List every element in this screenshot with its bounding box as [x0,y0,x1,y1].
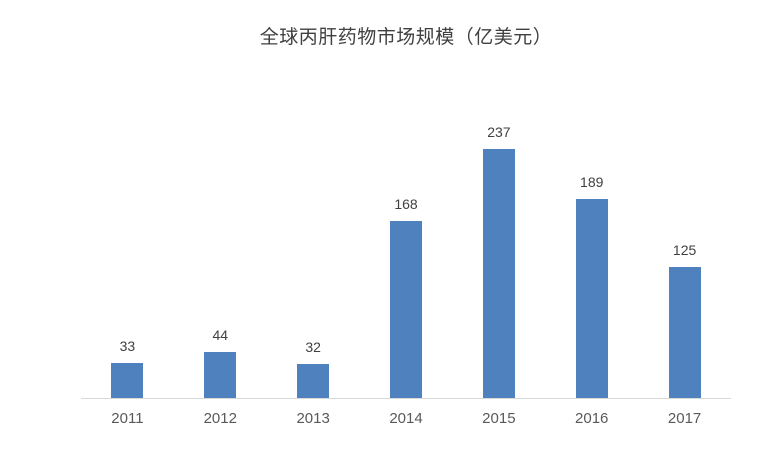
bar-column: 32 [267,340,360,398]
bar-value-label: 44 [212,327,229,343]
bar-value-label: 33 [119,338,136,354]
bar [668,267,701,398]
bar-value-label: 168 [394,196,418,212]
bar [111,363,144,398]
bar-column: 237 [452,125,545,398]
x-axis-tick-label: 2014 [389,410,423,427]
x-axis-tick-label: 2011 [111,410,144,427]
bar-column: 125 [638,243,731,398]
bar-column: 44 [174,328,267,398]
bars-group: 33 44 32 168 237 189 125 [81,58,731,398]
bar-column: 189 [545,175,638,398]
x-axis-tick-label: 2016 [575,410,609,427]
bar-value-label: 32 [305,339,321,355]
x-axis-tick-label: 2017 [667,410,702,427]
bar-value-label: 237 [487,124,511,140]
bar [390,221,422,398]
bar-column: 168 [360,197,453,398]
bar-value-label: 189 [580,174,604,190]
x-axis-tick-label: 2013 [296,410,330,427]
chart-title: 全球丙肝药物市场规模（亿美元） [259,27,553,48]
x-axis-tick-label: 2015 [482,410,516,427]
bar [204,352,237,398]
x-axis-tick-label: 2012 [203,410,237,427]
x-axis-tick-labels: 2011 2012 2013 2014 2015 2016 2017 [81,410,731,427]
bar [482,149,515,398]
bar [575,199,608,398]
plot-area: 33 44 32 168 237 189 125 2011 2012 2013 2014 2015 2… [81,0,731,461]
bar [297,364,330,398]
bar-value-label: 125 [672,242,697,258]
x-axis-line [81,398,731,399]
bar-column: 33 [81,339,174,398]
